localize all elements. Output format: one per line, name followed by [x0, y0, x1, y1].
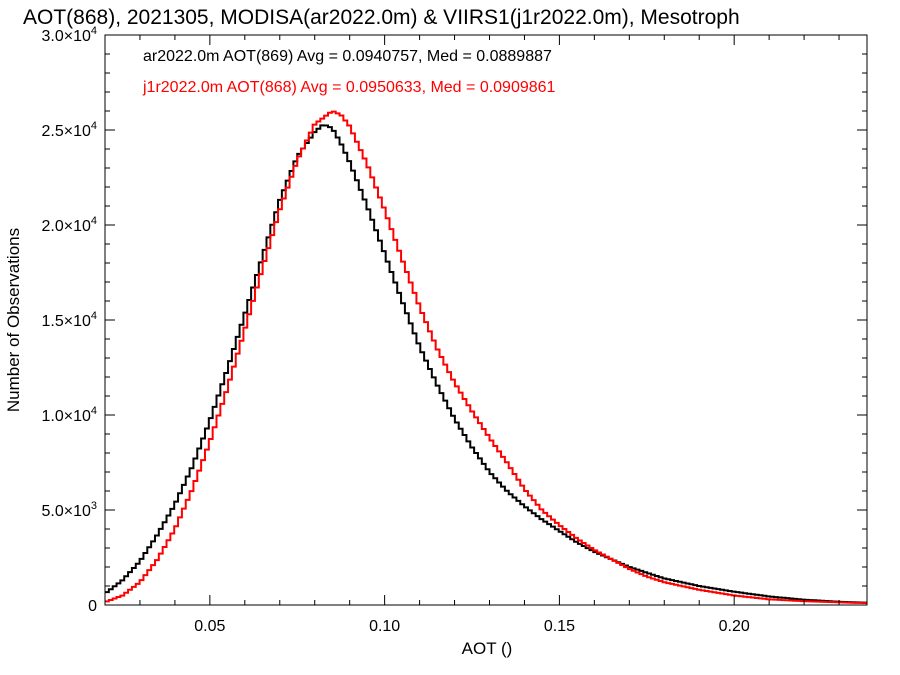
x-tick-label: 0.15	[544, 618, 575, 635]
y-tick-label: 3.0×104	[41, 25, 97, 45]
chart-title: AOT(868), 2021305, MODISA(ar2022.0m) & V…	[23, 6, 740, 29]
x-tick-label: 0.05	[194, 618, 225, 635]
y-axis: 0 5.0×103 1.0×104 1.5×104 2.0×104 2.5×104 3.0×…	[41, 25, 867, 615]
series-line-red	[105, 110, 868, 605]
y-axis-title: Number of Observations	[4, 228, 23, 412]
plot-frame	[104, 34, 868, 606]
plot-area	[105, 110, 868, 605]
x-axis: 0.05 0.10 0.15 0.20	[104, 35, 840, 635]
x-tick-label: 0.20	[719, 618, 750, 635]
y-tick-label: 1.0×104	[41, 405, 97, 425]
series-line-black	[105, 124, 868, 604]
legend-stats-red: j1r2022.0m AOT(868) Avg = 0.0950633, Med…	[142, 79, 556, 96]
y-tick-label: 2.5×104	[41, 120, 97, 140]
x-axis-title: AOT ()	[462, 639, 513, 658]
x-tick-label: 0.10	[369, 618, 400, 635]
y-tick-label: 0	[88, 598, 97, 615]
y-tick-label: 5.0×103	[41, 500, 97, 520]
y-tick-label: 1.5×104	[41, 310, 97, 330]
legend-stats-black: ar2022.0m AOT(869) Avg = 0.0940757, Med …	[143, 48, 552, 65]
y-tick-label: 2.0×104	[41, 215, 97, 235]
